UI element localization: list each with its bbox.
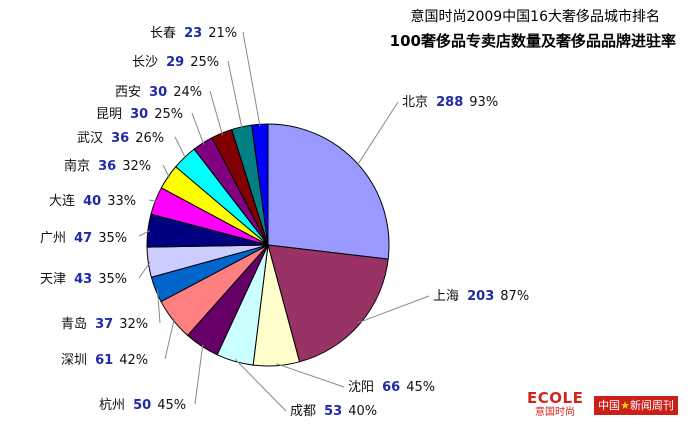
slice-count: 40 <box>83 194 101 209</box>
slice-rate: 32% <box>122 159 151 174</box>
slice-label-8: 天津 43 35% <box>40 272 127 287</box>
slice-label-1: 北京 288 93% <box>402 95 498 110</box>
slice-label-10: 大连 40 33% <box>49 193 136 209</box>
slice-rate: 45% <box>157 398 186 413</box>
ecole-logo: ECOLE 意国时尚 <box>527 391 583 419</box>
chart-subtitle: 100奢侈品专卖店数量及奢侈品品牌进驻率 <box>389 32 676 50</box>
slice-label-13: 昆明 30 25% <box>96 107 183 122</box>
slice-count: 30 <box>149 85 167 100</box>
leader-line-13 <box>191 112 205 145</box>
slice-rate: 26% <box>135 131 164 146</box>
slice-rate: 32% <box>119 317 148 332</box>
ecole-logo-subtext: 意国时尚 <box>535 407 575 418</box>
leader-line-5 <box>194 344 204 405</box>
slice-city: 西安 <box>115 85 145 100</box>
leader-line-15 <box>227 60 243 130</box>
leader-line-4 <box>234 359 287 412</box>
slice-rate: 25% <box>154 107 183 122</box>
slice-count: 288 <box>436 95 463 110</box>
slice-rate: 87% <box>500 289 529 304</box>
slice-rate: 25% <box>190 55 219 70</box>
slice-city: 长沙 <box>132 55 162 70</box>
slice-rate: 45% <box>406 380 435 395</box>
leader-line-14 <box>209 90 223 136</box>
slice-count: 61 <box>95 353 113 368</box>
slice-rate: 93% <box>469 95 498 110</box>
slice-count: 203 <box>467 289 494 304</box>
leader-line-7 <box>156 288 161 324</box>
slice-count: 36 <box>98 159 116 174</box>
slice-city: 沈阳 <box>348 380 378 395</box>
slice-city: 青岛 <box>61 316 91 332</box>
slice-city: 北京 <box>402 95 432 110</box>
leader-line-12 <box>174 136 187 160</box>
star-icon: ★ <box>620 399 630 412</box>
slice-label-4: 成都 53 40% <box>290 404 377 419</box>
slice-city: 大连 <box>49 193 79 209</box>
slice-city: 长春 <box>150 26 180 41</box>
slice-label-7: 青岛 37 32% <box>61 316 148 332</box>
slice-label-11: 南京 36 32% <box>64 158 151 174</box>
leader-line-3 <box>276 363 345 388</box>
chart-title: 意国时尚2009中国16大奢侈品城市排名 <box>410 9 660 25</box>
slice-rate: 33% <box>107 194 136 209</box>
newsweek-logo-china: 中国 <box>598 399 621 412</box>
pie-slice-1 <box>267 123 390 260</box>
slice-rate: 24% <box>173 85 202 100</box>
slice-city: 天津 <box>40 272 70 287</box>
leader-line-2 <box>357 295 430 324</box>
slice-city: 昆明 <box>96 107 126 122</box>
slice-label-6: 深圳 61 42% <box>61 353 148 368</box>
slice-rate: 42% <box>119 353 148 368</box>
slice-rate: 21% <box>208 26 237 41</box>
slice-label-16: 长春 23 21% <box>150 26 237 41</box>
leader-line-10 <box>148 199 158 202</box>
slice-city: 深圳 <box>61 353 91 368</box>
slice-count: 50 <box>133 398 151 413</box>
slice-label-15: 长沙 29 25% <box>132 55 219 70</box>
slice-city: 杭州 <box>99 398 129 413</box>
slice-label-9: 广州 47 35% <box>40 231 127 246</box>
pie-slice-2 <box>267 244 389 363</box>
slice-rate: 40% <box>348 404 377 419</box>
slice-count: 47 <box>74 231 92 246</box>
slice-label-12: 武汉 36 26% <box>77 131 164 146</box>
slice-city: 成都 <box>290 404 320 419</box>
slice-count: 37 <box>95 317 113 332</box>
slice-label-14: 西安 30 24% <box>115 85 202 100</box>
leader-line-1 <box>356 101 399 167</box>
slice-count: 43 <box>74 272 92 287</box>
slice-city: 上海 <box>433 289 463 304</box>
china-newsweek-logo: 中国★新闻周刊 <box>594 396 678 415</box>
slice-count: 53 <box>324 404 342 419</box>
slice-label-2: 上海 203 87% <box>433 289 529 304</box>
slice-city: 武汉 <box>77 131 107 146</box>
leader-line-9 <box>138 230 151 237</box>
slice-city: 广州 <box>40 231 70 246</box>
slice-count: 30 <box>130 107 148 122</box>
slice-city: 南京 <box>64 158 94 174</box>
slice-label-3: 沈阳 66 45% <box>348 380 435 395</box>
leader-line-11 <box>162 164 171 179</box>
leader-line-8 <box>138 261 151 279</box>
slice-count: 66 <box>382 380 400 395</box>
slice-rate: 35% <box>98 231 127 246</box>
slice-count: 36 <box>111 131 129 146</box>
ecole-logo-text: ECOLE <box>527 389 584 407</box>
newsweek-logo-name: 新闻周刊 <box>629 399 674 412</box>
slice-label-5: 杭州 50 45% <box>99 398 186 413</box>
slice-count: 29 <box>166 55 184 70</box>
leader-line-6 <box>164 318 175 360</box>
leader-line-16 <box>242 31 261 127</box>
slice-rate: 35% <box>98 272 127 287</box>
slice-count: 23 <box>184 26 202 41</box>
